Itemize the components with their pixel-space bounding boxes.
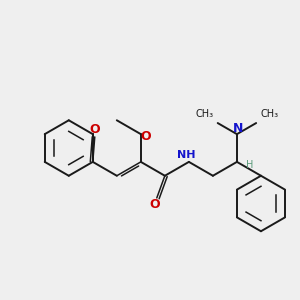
- Text: O: O: [149, 198, 160, 212]
- Text: O: O: [89, 124, 100, 136]
- Text: N: N: [233, 122, 243, 135]
- Text: CH₃: CH₃: [196, 109, 214, 119]
- Text: O: O: [140, 130, 151, 142]
- Text: H: H: [246, 160, 253, 170]
- Text: CH₃: CH₃: [260, 109, 278, 119]
- Text: NH: NH: [177, 150, 195, 160]
